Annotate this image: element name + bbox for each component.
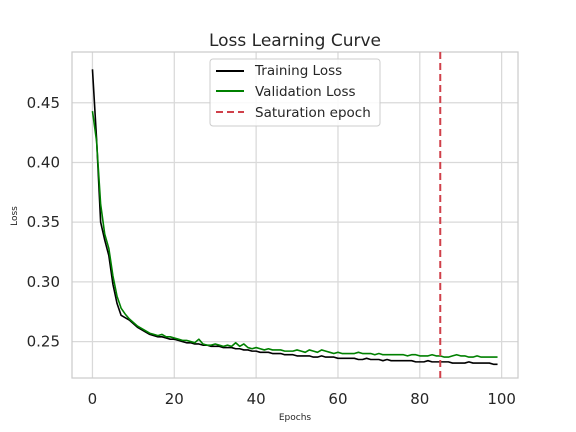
x-tick-label: 60 xyxy=(328,390,347,408)
x-tick-label: 0 xyxy=(88,390,98,408)
x-tick-label: 100 xyxy=(487,390,516,408)
legend-label-saturation-epoch: Saturation epoch xyxy=(255,105,371,121)
validation-loss-line xyxy=(91,111,498,358)
plot-area-frame xyxy=(71,51,519,379)
y-tick-label: 0.35 xyxy=(27,213,60,231)
tick-labels: 0 20 40 60 80 100 0.25 0.30 0.35 0.40 0.45 xyxy=(27,94,516,408)
x-tick-label: 40 xyxy=(247,390,266,408)
chart-title: Loss Learning Curve xyxy=(209,31,381,51)
y-tick-label: 0.45 xyxy=(27,94,60,112)
series-layer xyxy=(91,52,498,378)
legend-label-training-loss: Training Loss xyxy=(254,63,342,79)
legend-box xyxy=(209,58,381,127)
x-tick-label: 80 xyxy=(410,390,429,408)
x-tick-label: 20 xyxy=(165,390,184,408)
y-tick-label: 0.30 xyxy=(27,273,60,291)
y-tick-label: 0.25 xyxy=(27,333,60,351)
x-axis-label: Epochs xyxy=(279,413,312,423)
training-loss-line xyxy=(91,69,498,366)
legend-label-validation-loss: Validation Loss xyxy=(255,84,356,100)
y-axis-label: Loss xyxy=(10,206,20,226)
legend: Training Loss Validation Loss Saturation… xyxy=(209,58,381,127)
y-tick-label: 0.40 xyxy=(27,153,60,171)
